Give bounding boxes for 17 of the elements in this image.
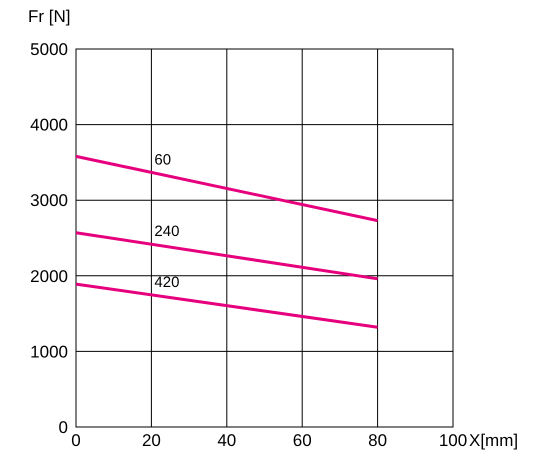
- x-axis-title: X[mm]: [469, 431, 518, 450]
- x-tick-label: 0: [71, 431, 81, 450]
- y-tick-label: 4000: [30, 116, 68, 135]
- x-tick-label: 20: [142, 431, 161, 450]
- y-tick-label: 1000: [30, 342, 68, 362]
- x-tick-label: 100: [438, 431, 468, 450]
- y-tick-label: 5000: [30, 40, 68, 59]
- y-tick-label: 3000: [30, 191, 68, 210]
- x-tick-label: 80: [368, 431, 388, 450]
- x-tick-label: 40: [217, 431, 236, 450]
- series-label: 60: [154, 151, 172, 168]
- x-tick-label: 60: [292, 431, 312, 450]
- y-tick-label: 0: [58, 418, 68, 437]
- y-axis-title: Fr [N]: [28, 7, 70, 26]
- series-label: 240: [154, 223, 180, 240]
- y-tick-label: 2000: [30, 266, 68, 286]
- series-label: 420: [154, 274, 180, 291]
